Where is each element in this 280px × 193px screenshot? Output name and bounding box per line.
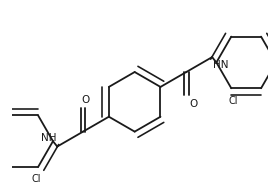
Text: O: O: [81, 95, 89, 105]
Text: NH: NH: [41, 133, 56, 143]
Text: Cl: Cl: [31, 174, 41, 185]
Text: HN: HN: [213, 60, 229, 70]
Text: Cl: Cl: [229, 96, 238, 106]
Text: O: O: [190, 99, 198, 109]
